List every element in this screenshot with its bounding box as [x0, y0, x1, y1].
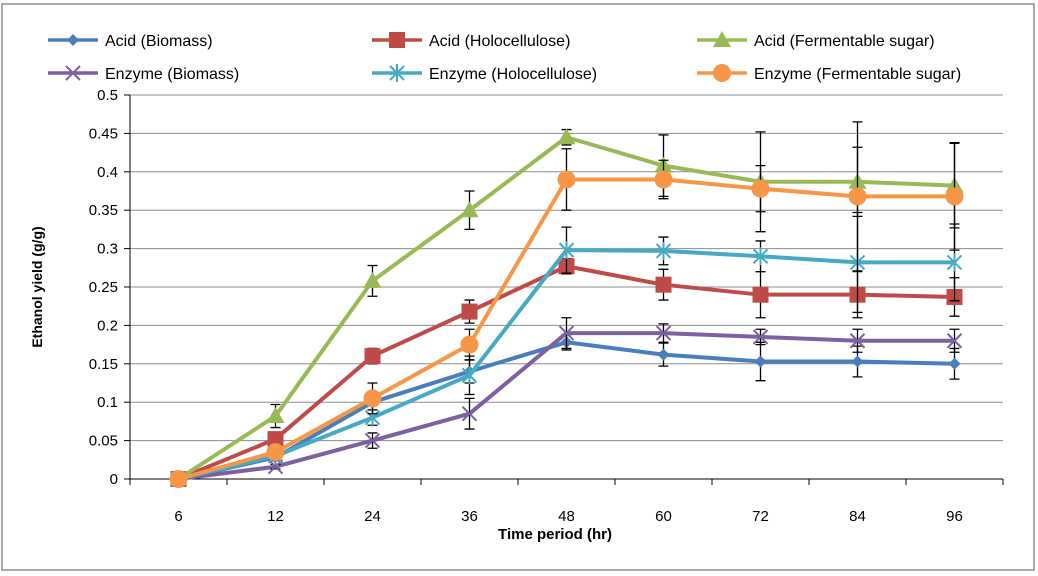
y-tick-label: 0.2 [97, 317, 118, 334]
legend-label: Acid (Holocellulose) [429, 33, 570, 50]
data-point [655, 276, 672, 293]
data-point [558, 325, 575, 341]
x-axis-title: Time period (hr) [498, 526, 612, 543]
y-tick-label: 0.3 [97, 241, 118, 258]
data-point [752, 247, 769, 266]
data-point [713, 64, 731, 82]
data-point [461, 366, 478, 385]
y-tick-label: 0.5 [97, 87, 118, 104]
data-point [389, 64, 405, 82]
series-enzyme-biomass [170, 317, 963, 487]
data-point [65, 65, 81, 81]
data-point [363, 271, 382, 288]
y-tick-label: 0.05 [89, 433, 118, 450]
x-tick-labels: 6 12 24 36 48 60 72 84 96 [174, 508, 963, 525]
y-tick-label: 0.35 [89, 202, 118, 219]
data-point [657, 348, 670, 361]
legend: Acid (Biomass) Acid (Holocellulose) Acid (… [48, 31, 961, 83]
x-tick-label: 36 [461, 508, 478, 525]
data-point [752, 329, 769, 345]
series-enzyme-fermentable-sugar [169, 121, 964, 488]
data-point [364, 348, 381, 365]
data-point [751, 179, 770, 198]
data-point [364, 432, 381, 449]
y-tick-labels: 0 0.05 0.1 0.15 0.2 0.25 0.3 0.35 0.4 0.45 0.5 [89, 87, 118, 488]
series-layer [169, 121, 964, 488]
data-point [851, 355, 864, 368]
legend-label: Enzyme (Biomass) [105, 66, 239, 83]
data-point [67, 34, 79, 46]
legend-label: Acid (Fermentable sugar) [754, 33, 935, 50]
data-point [945, 187, 964, 206]
data-point [557, 128, 576, 145]
legend-label: Acid (Biomass) [105, 33, 213, 50]
x-tick-label: 84 [849, 508, 866, 525]
x-tick-label: 12 [267, 508, 284, 525]
axes [124, 94, 1004, 485]
legend-label: Enzyme (Fermentable sugar) [754, 66, 961, 83]
x-tick-label: 60 [655, 508, 672, 525]
legend-item: Enzyme (Fermentable sugar) [697, 64, 961, 83]
legend-item: Acid (Biomass) [48, 33, 213, 50]
legend-item: Acid (Fermentable sugar) [697, 31, 935, 50]
data-point [461, 303, 478, 320]
legend-item: Enzyme (Biomass) [48, 65, 239, 83]
y-tick-label: 0 [110, 471, 118, 488]
data-point [946, 333, 963, 349]
y-tick-label: 0.15 [89, 356, 118, 373]
data-point [461, 406, 478, 422]
legend-item: Acid (Holocellulose) [372, 32, 570, 50]
data-point [752, 286, 769, 303]
x-tick-label: 24 [364, 508, 381, 525]
y-tick-label: 0.25 [89, 279, 118, 296]
data-point [267, 459, 284, 475]
data-point [558, 241, 575, 260]
data-point [169, 470, 188, 488]
data-point [654, 170, 673, 189]
y-tick-label: 0.1 [97, 394, 118, 411]
data-point [266, 443, 285, 462]
legend-item: Enzyme (Holocellulose) [372, 64, 597, 83]
legend-label: Enzyme (Holocellulose) [429, 66, 597, 83]
data-point [266, 407, 285, 424]
data-point [948, 357, 961, 370]
data-point [713, 31, 731, 47]
data-point [460, 201, 479, 218]
data-point [655, 241, 672, 260]
data-point [460, 335, 479, 354]
data-point [267, 431, 284, 448]
data-point [557, 170, 576, 189]
data-point [363, 389, 382, 408]
y-tick-label: 0.4 [97, 164, 118, 181]
x-tick-label: 48 [558, 508, 575, 525]
data-point [946, 253, 963, 272]
data-point [849, 333, 866, 349]
data-point [848, 187, 867, 206]
x-tick-label: 72 [752, 508, 769, 525]
data-point [754, 355, 767, 368]
y-tick-label: 0.45 [89, 125, 118, 142]
x-tick-label: 6 [174, 508, 182, 525]
data-point [389, 32, 405, 48]
data-point [655, 325, 672, 341]
y-axis-title: Ethanol yield (g/g) [29, 226, 45, 347]
x-tick-label: 96 [946, 508, 963, 525]
